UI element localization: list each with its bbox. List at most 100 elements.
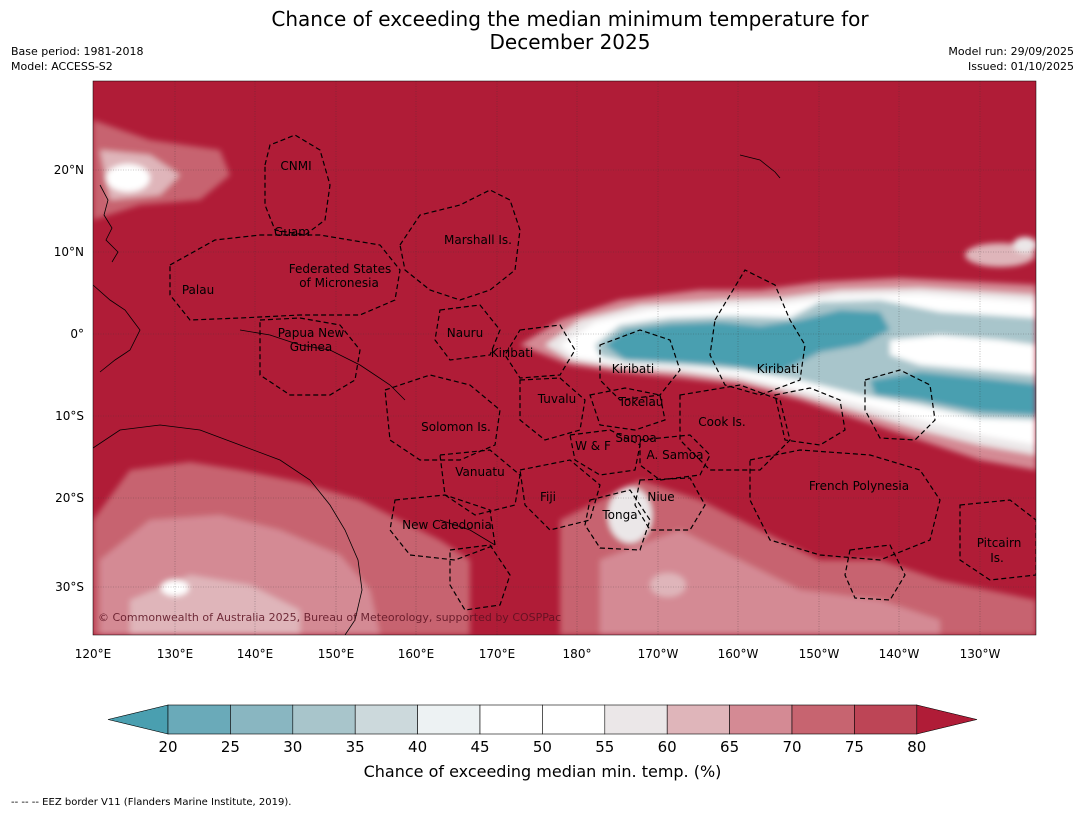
colorbar-extend-high <box>916 704 978 735</box>
lon-tick-label: 140°W <box>879 647 920 661</box>
lon-tick-label: 140°E <box>237 647 274 661</box>
eez-kiribati-e <box>709 269 806 396</box>
eez-kiribati-c <box>599 329 681 401</box>
tongue-blue-core-1 <box>605 310 890 372</box>
region-label: Palau <box>182 283 214 297</box>
footnote: -- -- -- EEZ border V11 (Flanders Marine… <box>11 797 292 808</box>
eez-austral <box>844 544 906 601</box>
colorbar-tick-label: 80 <box>907 738 926 756</box>
chart-title: Chance of exceeding the median minimum t… <box>0 8 1085 54</box>
colorbar-tick-label: 45 <box>470 738 489 756</box>
region-label: Pitcairn <box>977 536 1022 550</box>
eez-tonga <box>584 489 651 551</box>
eez-solomon <box>384 374 501 461</box>
eez-tokelau <box>589 387 666 431</box>
region-label: CNMI <box>280 159 311 173</box>
eez-kiribati-w <box>504 324 576 379</box>
region-label: Papua New <box>278 326 345 340</box>
axis-labels: 120°E 130°E 140°E 150°E 160°E 170°E 180° 170°W 1… <box>54 163 1001 661</box>
colorbar-tick-label: 20 <box>158 738 177 756</box>
coast-australia <box>93 424 363 635</box>
base-period: Base period: 1981-2018 <box>11 45 144 58</box>
eez-wallis <box>569 429 641 476</box>
south-white-spot <box>161 580 189 596</box>
colorbar-tick-label: 40 <box>408 738 427 756</box>
eez-norfolk <box>449 544 511 611</box>
region-label: Federated States <box>289 262 391 276</box>
colorbar-label: Chance of exceeding median min. temp. (%… <box>363 762 722 781</box>
colorbar-tick-label: 60 <box>658 738 677 756</box>
eez-samoa <box>639 434 711 481</box>
colorbar-extend-low <box>107 704 169 735</box>
lat-tick-label: 0° <box>70 327 84 341</box>
lat-tick-label: 10°S <box>55 409 84 423</box>
region-label: Solomon Is. <box>421 420 491 434</box>
colorbar: 20 25 30 35 40 45 50 55 60 65 70 75 80 <box>107 704 978 756</box>
colorbar-swatch <box>417 704 481 735</box>
colorbar-tick-label: 30 <box>283 738 302 756</box>
region-label: Kiribati <box>612 362 654 376</box>
eez-tuvalu <box>519 377 586 441</box>
eez-vanuatu <box>439 449 521 516</box>
region-label: Guam <box>274 225 310 239</box>
lon-tick-label: 170°E <box>479 647 516 661</box>
model-name: Model: ACCESS-S2 <box>11 60 113 73</box>
eez-cook <box>679 384 791 471</box>
eez-cnmi <box>264 134 331 236</box>
colorbar-swatch <box>604 704 668 735</box>
coast-philippines <box>99 184 119 263</box>
lon-tick-label: 150°E <box>318 647 355 661</box>
title-line-2: December 2025 <box>489 30 651 54</box>
region-label: Tonga <box>601 508 637 522</box>
region-label: Nauru <box>447 326 483 340</box>
region-label: Marshall Is. <box>444 233 512 247</box>
lon-tick-label: 130°W <box>960 647 1001 661</box>
eez-niue <box>634 477 706 531</box>
lon-tick-label: 160°E <box>398 647 435 661</box>
meta-left: Base period: 1981-2018 Model: ACCESS-S2 <box>11 44 143 74</box>
colorbar-tick-label: 75 <box>845 738 864 756</box>
region-label: Tuvalu <box>537 392 577 406</box>
colorbar-swatch <box>292 704 356 735</box>
lat-tick-label: 20°N <box>54 163 84 177</box>
region-label: Tokelau <box>618 395 664 409</box>
eez-french-polynesia <box>749 449 941 561</box>
title-line-1: Chance of exceeding the median minimum t… <box>271 7 869 31</box>
region-label: Fiji <box>540 490 556 504</box>
colorbar-swatch <box>354 704 418 735</box>
region-label: Is. <box>990 551 1004 565</box>
region-label: Niue <box>647 490 674 504</box>
region-label: French Polynesia <box>809 479 909 493</box>
lon-tick-label: 130°E <box>157 647 194 661</box>
lon-tick-label: 180° <box>563 647 592 661</box>
lat-tick-label: 20°S <box>55 491 84 505</box>
region-label: A. Samoa <box>647 448 704 462</box>
lon-tick-label: 120°E <box>75 647 112 661</box>
colorbar-swatch <box>230 704 294 735</box>
eez-new-caledonia <box>389 494 496 561</box>
eez-cook-2 <box>774 387 846 446</box>
colorbar-tick-label: 50 <box>533 738 552 756</box>
eez-borders <box>169 134 1036 611</box>
eez-png <box>259 317 361 396</box>
tongue-white-band <box>890 335 1036 375</box>
eez-fiji <box>519 459 601 531</box>
region-label: Kiribati <box>491 346 533 360</box>
coast-borneo <box>93 284 141 373</box>
eez-pitcairn <box>959 499 1036 581</box>
north-white-spot <box>106 164 150 192</box>
eez-marshall <box>399 189 521 301</box>
region-label: W & F <box>575 439 611 453</box>
ne-spot-2 <box>1013 237 1036 253</box>
colorbar-tick-label: 55 <box>595 738 614 756</box>
region-label: Kiribati <box>757 362 799 376</box>
colorbar-swatch <box>854 704 918 735</box>
region-label: Cook Is. <box>698 415 745 429</box>
region-label: Guinea <box>290 340 333 354</box>
model-run: Model run: 29/09/2025 <box>948 45 1074 58</box>
eez-micronesia <box>169 234 401 321</box>
tonga-light-spot <box>608 487 652 543</box>
coastlines <box>93 154 781 635</box>
